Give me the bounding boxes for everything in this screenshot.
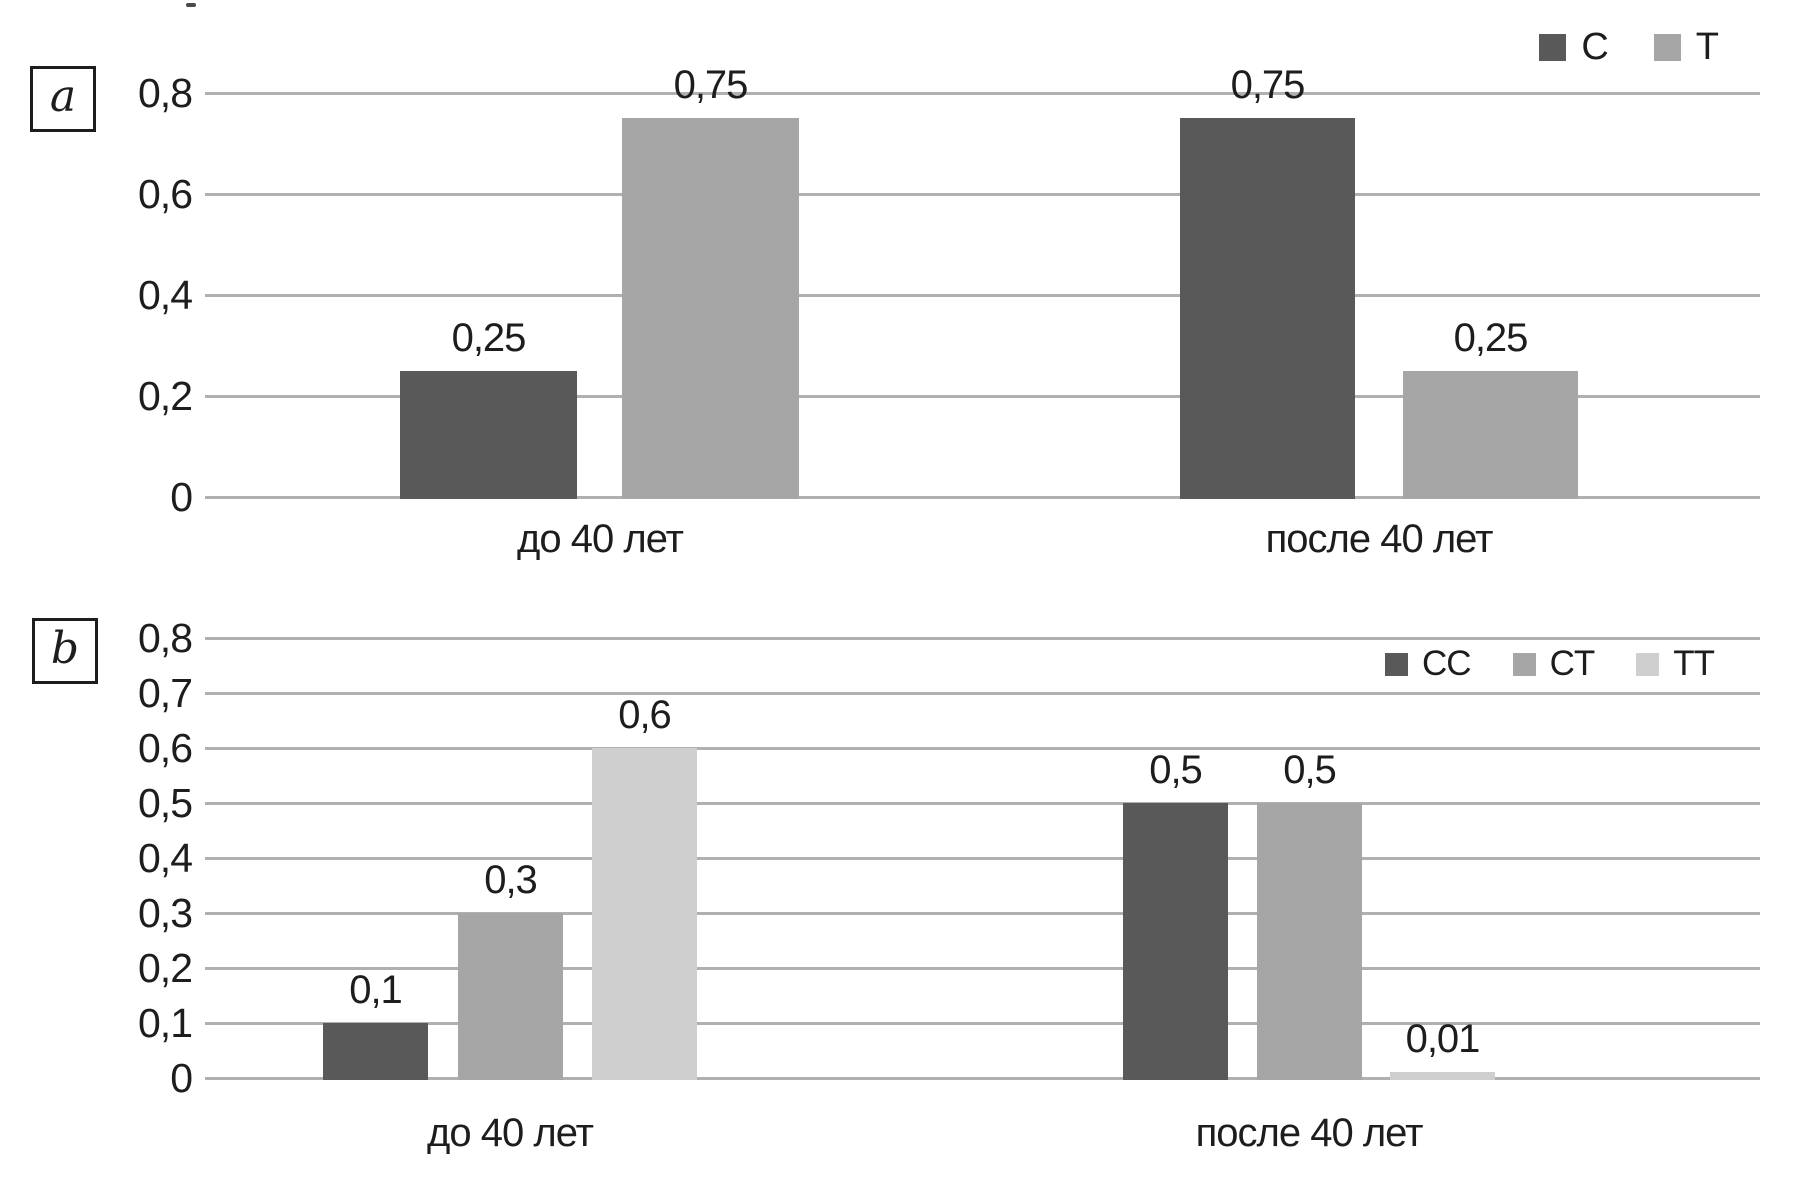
gridline-0,8	[205, 636, 1760, 640]
y-tick-label: 0,8	[138, 615, 193, 661]
legend-label-T: T	[1695, 26, 1719, 68]
y-tick-label: 0,7	[138, 670, 193, 716]
gridline-0,2	[205, 394, 1760, 398]
legend-label-TT: TT	[1673, 644, 1715, 683]
bar-CT-1	[458, 913, 563, 1080]
panel-a-letter: a	[49, 71, 77, 122]
category-label-1: до 40 лет	[517, 517, 684, 561]
bar-value-label: 0,25	[451, 316, 527, 360]
bar-value-label: 0,75	[673, 63, 749, 107]
bar-value-label: 0,6	[618, 693, 672, 737]
y-tick-label: 0,2	[138, 945, 193, 991]
y-tick-label: 0,6	[138, 725, 193, 771]
y-tick-label: 0,2	[138, 373, 193, 419]
bar-TT-1	[592, 748, 697, 1080]
gridline-0,6	[205, 192, 1760, 196]
bar-TT-2	[1390, 1072, 1495, 1080]
legend-swatch-CT	[1512, 652, 1536, 676]
legend-item-C: C	[1539, 26, 1609, 69]
gridline-0,1	[205, 1021, 1760, 1025]
legend-label-CT: CT	[1549, 644, 1596, 683]
gridline-0,5	[205, 801, 1760, 805]
y-tick-label: 0,1	[138, 1000, 193, 1046]
bar-T-1	[622, 118, 799, 499]
category-label-2: после 40 лет	[1265, 517, 1494, 561]
bar-value-label: 0,1	[349, 968, 403, 1012]
bar-value-label: 0,5	[1283, 748, 1337, 792]
y-tick-label: 0,6	[138, 171, 193, 217]
gridline-0,7	[205, 691, 1760, 695]
y-tick-label: 0	[170, 1055, 193, 1101]
panel-b-label-box: b	[32, 618, 98, 684]
category-label-1: до 40 лет	[427, 1111, 594, 1155]
gridline-0,6	[205, 746, 1760, 750]
legend-swatch-C	[1539, 34, 1567, 61]
scan-artifact-mark	[186, 3, 196, 7]
legend-label-C: C	[1581, 26, 1608, 68]
legend-item-T: T	[1653, 26, 1719, 69]
bar-value-label: 0,5	[1149, 748, 1203, 792]
y-tick-label: 0,8	[138, 70, 193, 116]
legend-item-CC: CC	[1385, 644, 1472, 684]
bar-CC-2	[1123, 803, 1228, 1080]
bar-value-label: 0,3	[484, 858, 538, 902]
gridline-0	[205, 495, 1760, 499]
gridline-0,4	[205, 856, 1760, 860]
legend-swatch-T	[1653, 34, 1681, 61]
gridline-0,4	[205, 293, 1760, 297]
gridline-0,2	[205, 966, 1760, 970]
y-tick-label: 0,4	[138, 272, 193, 318]
legend-label-CC: CC	[1422, 644, 1472, 683]
legend-item-TT: TT	[1636, 644, 1715, 684]
y-tick-label: 0	[170, 474, 193, 520]
legend-item-CT: CT	[1512, 644, 1596, 684]
gridline-0	[205, 1076, 1760, 1080]
gridline-0,8	[205, 91, 1760, 95]
panel-a-label-box: a	[30, 66, 96, 132]
legend-swatch-TT	[1636, 652, 1660, 676]
legend: CC CT TT	[1385, 644, 1715, 684]
bar-C-1	[400, 371, 577, 499]
bar-C-2	[1180, 118, 1355, 499]
y-tick-label: 0,3	[138, 890, 193, 936]
panel-b-letter: b	[50, 623, 80, 674]
gridline-0,3	[205, 911, 1760, 915]
y-tick-label: 0,4	[138, 835, 193, 881]
bar-value-label: 0,75	[1230, 63, 1306, 107]
bar-CT-2	[1257, 803, 1362, 1080]
category-label-2: после 40 лет	[1195, 1111, 1424, 1155]
bar-value-label: 0,25	[1453, 316, 1529, 360]
legend-swatch-CC	[1385, 652, 1409, 676]
y-tick-label: 0,5	[138, 780, 193, 826]
bar-T-2	[1403, 371, 1578, 499]
bar-CC-1	[323, 1023, 428, 1080]
bar-value-label: 0,01	[1405, 1017, 1481, 1061]
